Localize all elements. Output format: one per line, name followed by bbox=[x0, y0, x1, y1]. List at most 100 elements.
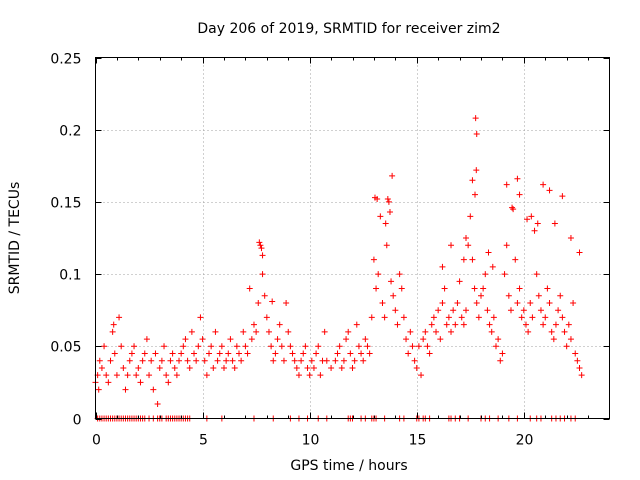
data-point bbox=[351, 357, 358, 364]
data-point bbox=[509, 204, 516, 211]
data-point bbox=[505, 292, 512, 299]
data-point bbox=[182, 336, 189, 343]
data-point bbox=[458, 314, 465, 321]
data-point bbox=[512, 256, 519, 263]
data-point bbox=[443, 321, 450, 328]
data-point bbox=[223, 357, 230, 364]
data-point bbox=[366, 350, 373, 357]
data-point bbox=[409, 343, 416, 350]
data-point bbox=[298, 357, 305, 364]
data-point bbox=[328, 364, 335, 371]
data-point bbox=[347, 350, 354, 357]
data-point bbox=[304, 364, 311, 371]
data-point bbox=[567, 235, 574, 241]
data-point bbox=[295, 372, 302, 379]
data-point bbox=[214, 357, 221, 364]
data-point bbox=[212, 328, 219, 335]
data-point bbox=[131, 343, 138, 350]
data-point bbox=[405, 350, 412, 357]
data-point bbox=[375, 271, 382, 278]
data-point bbox=[503, 181, 510, 188]
data-point bbox=[437, 336, 444, 343]
data-point bbox=[576, 364, 583, 371]
data-point bbox=[257, 242, 264, 249]
data-point bbox=[146, 372, 153, 379]
data-point bbox=[349, 364, 356, 371]
data-point bbox=[450, 307, 457, 314]
data-point bbox=[411, 357, 418, 364]
data-point bbox=[550, 336, 557, 343]
data-point bbox=[567, 336, 574, 343]
data-point bbox=[392, 307, 399, 314]
data-point bbox=[231, 364, 238, 371]
data-point bbox=[413, 364, 420, 371]
data-point bbox=[486, 321, 493, 328]
data-point bbox=[208, 343, 215, 350]
data-point bbox=[400, 314, 407, 321]
data-point bbox=[514, 299, 521, 306]
data-point bbox=[516, 191, 523, 198]
x-axis-title: GPS time / hours bbox=[290, 458, 407, 474]
axis-ticks bbox=[95, 57, 610, 420]
data-point bbox=[221, 364, 227, 371]
data-point bbox=[167, 357, 174, 364]
data-point bbox=[126, 357, 133, 364]
data-point bbox=[161, 343, 168, 350]
data-point bbox=[448, 328, 455, 335]
data-point bbox=[259, 271, 266, 278]
data-point bbox=[394, 321, 401, 328]
data-point bbox=[306, 372, 313, 379]
data-point bbox=[533, 271, 540, 278]
data-point bbox=[460, 321, 467, 328]
data-point bbox=[382, 220, 389, 227]
data-point bbox=[544, 285, 551, 292]
data-point bbox=[465, 242, 472, 249]
data-point bbox=[158, 357, 165, 364]
x-tick-labels: 0 5 10 15 20 bbox=[92, 433, 533, 449]
y-tick-label: 0 bbox=[73, 413, 82, 429]
data-point bbox=[107, 357, 114, 364]
data-point bbox=[529, 314, 536, 321]
data-point bbox=[186, 364, 193, 371]
data-point bbox=[492, 343, 499, 350]
data-point bbox=[139, 357, 146, 364]
data-point bbox=[315, 343, 322, 350]
data-point bbox=[118, 343, 125, 350]
data-point bbox=[415, 343, 422, 350]
data-point bbox=[163, 372, 170, 379]
data-point bbox=[173, 372, 180, 379]
data-point bbox=[259, 252, 266, 259]
data-point bbox=[467, 213, 474, 220]
data-point bbox=[370, 256, 377, 263]
data-point bbox=[463, 307, 470, 314]
data-point bbox=[452, 321, 459, 328]
data-point bbox=[420, 336, 427, 343]
data-point bbox=[154, 401, 161, 408]
data-point bbox=[441, 285, 448, 292]
data-point bbox=[524, 216, 531, 223]
data-point bbox=[110, 321, 117, 328]
x-tick-label: 10 bbox=[302, 433, 320, 449]
data-point bbox=[469, 256, 476, 263]
data-point bbox=[574, 357, 581, 364]
data-point bbox=[293, 364, 300, 371]
data-point bbox=[343, 336, 350, 343]
data-point bbox=[345, 328, 352, 335]
data-point bbox=[287, 343, 294, 350]
data-point bbox=[195, 343, 202, 350]
data-point bbox=[403, 336, 410, 343]
data-point bbox=[473, 131, 480, 138]
data-point bbox=[407, 328, 414, 335]
data-point bbox=[176, 357, 183, 364]
data-point bbox=[527, 299, 534, 306]
data-point bbox=[471, 285, 478, 292]
data-point bbox=[497, 357, 504, 364]
data-point bbox=[546, 187, 553, 194]
data-point bbox=[448, 242, 455, 249]
data-point bbox=[379, 299, 386, 306]
data-point bbox=[495, 336, 502, 343]
data-point bbox=[525, 328, 532, 335]
x-tick-label: 15 bbox=[409, 433, 427, 449]
data-point bbox=[218, 343, 225, 350]
data-point bbox=[276, 321, 283, 328]
